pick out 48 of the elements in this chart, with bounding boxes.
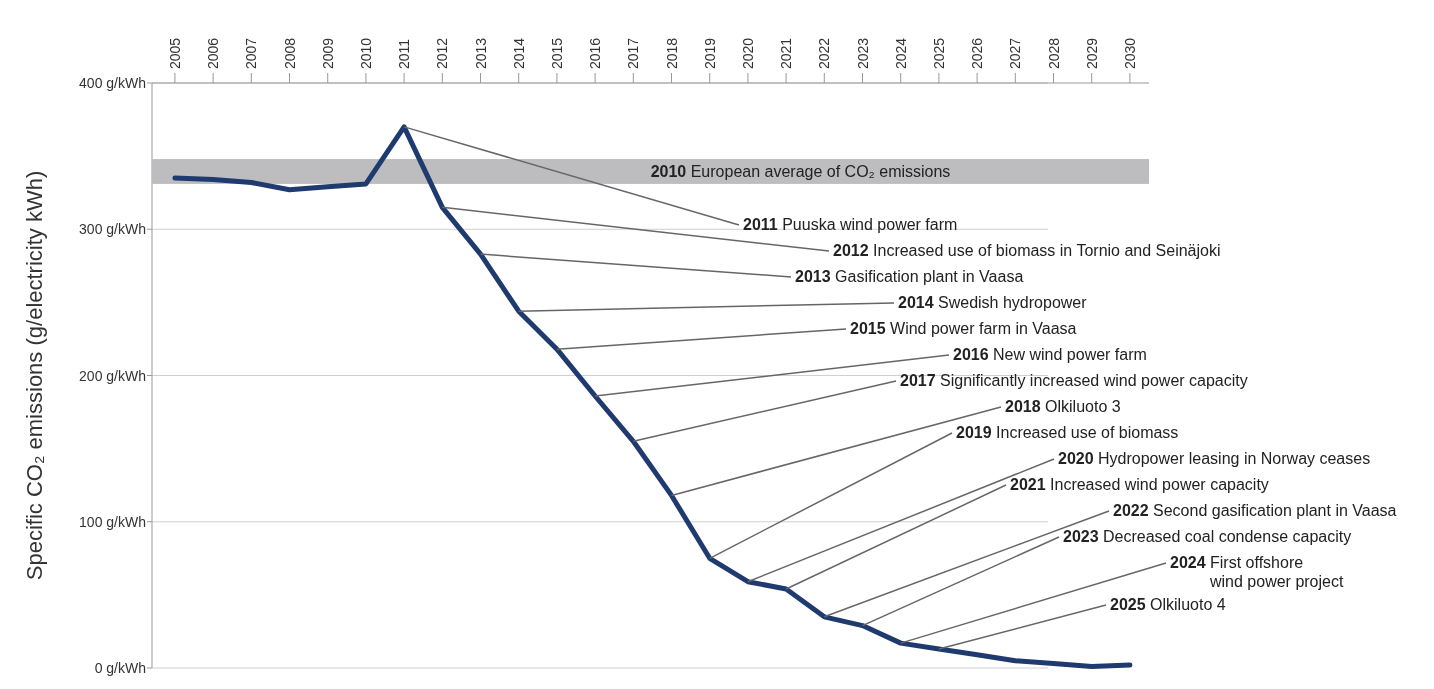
x-tick-label: 2028 xyxy=(1045,37,1062,69)
annotation: 2023 Decreased coal condense capacity xyxy=(1063,528,1352,545)
x-tick-label: 2025 xyxy=(930,37,947,69)
annotation: 2017 Significantly increased wind power capacity xyxy=(900,372,1248,389)
x-tick-label: 2019 xyxy=(701,37,718,69)
x-tick-label: 2017 xyxy=(625,37,642,69)
x-tick-label: 2018 xyxy=(663,37,680,69)
annotation: 2021 Increased wind power capacity xyxy=(1010,476,1269,493)
annotation: 2022 Second gasification plant in Vaasa xyxy=(1113,502,1397,519)
x-tick-label: 2009 xyxy=(319,37,336,69)
x-tick-label: 2030 xyxy=(1121,37,1138,69)
y-tick-label: 0 g/kWh xyxy=(94,660,146,676)
x-tick-label: 2027 xyxy=(1007,37,1024,69)
annotation: 2014 Swedish hydropower xyxy=(898,294,1088,311)
annotation: 2012 Increased use of biomass in Tornio and Seinäjoki xyxy=(833,242,1221,259)
annotation: 2020 Hydropower leasing in Norway ceases xyxy=(1058,450,1371,467)
annotation: 2013 Gasification plant in Vaasa xyxy=(795,268,1024,285)
x-tick-label: 2014 xyxy=(510,37,527,69)
annotation: 2015 Wind power farm in Vaasa xyxy=(850,320,1077,337)
x-tick-label: 2015 xyxy=(548,37,565,69)
x-tick-label: 2012 xyxy=(434,37,451,69)
x-tick-label: 2016 xyxy=(587,37,604,69)
x-tick-label: 2007 xyxy=(243,37,260,69)
x-tick-label: 2020 xyxy=(739,37,756,69)
x-tick-label: 2013 xyxy=(472,37,489,69)
annotation: 2011 Puuska wind power farm xyxy=(743,216,958,233)
x-tick-label: 2011 xyxy=(396,38,413,69)
annotation: 2019 Increased use of biomass xyxy=(956,424,1179,441)
x-tick-label: 2029 xyxy=(1083,37,1100,69)
x-tick-label: 2026 xyxy=(969,37,986,69)
annotation: 2018 Olkiluoto 3 xyxy=(1005,398,1121,415)
annotation: 2025 Olkiluoto 4 xyxy=(1110,596,1226,613)
x-tick-label: 2022 xyxy=(816,37,833,69)
x-tick-label: 2010 xyxy=(357,37,374,69)
x-tick-label: 2006 xyxy=(205,37,222,69)
y-tick-label: 400 g/kWh xyxy=(79,75,146,91)
band-label: 2010 European average of CO₂ emissions xyxy=(650,163,951,181)
x-tick-label: 2023 xyxy=(854,37,871,69)
y-tick-label: 300 g/kWh xyxy=(79,221,146,238)
annotation: 2016 New wind power farm xyxy=(953,346,1147,363)
x-tick-label: 2008 xyxy=(281,37,298,69)
annotation: 2024 First offshore wind power project xyxy=(1170,554,1344,591)
x-tick-label: 2024 xyxy=(892,37,909,69)
y-axis-title: Specific CO₂ emissions (g/electricity kWh) xyxy=(22,170,47,581)
y-tick-label: 200 g/kWh xyxy=(79,367,146,384)
x-tick-label: 2005 xyxy=(166,37,183,69)
y-tick-label: 100 g/kWh xyxy=(79,513,146,530)
x-tick-label: 2021 xyxy=(778,37,795,69)
